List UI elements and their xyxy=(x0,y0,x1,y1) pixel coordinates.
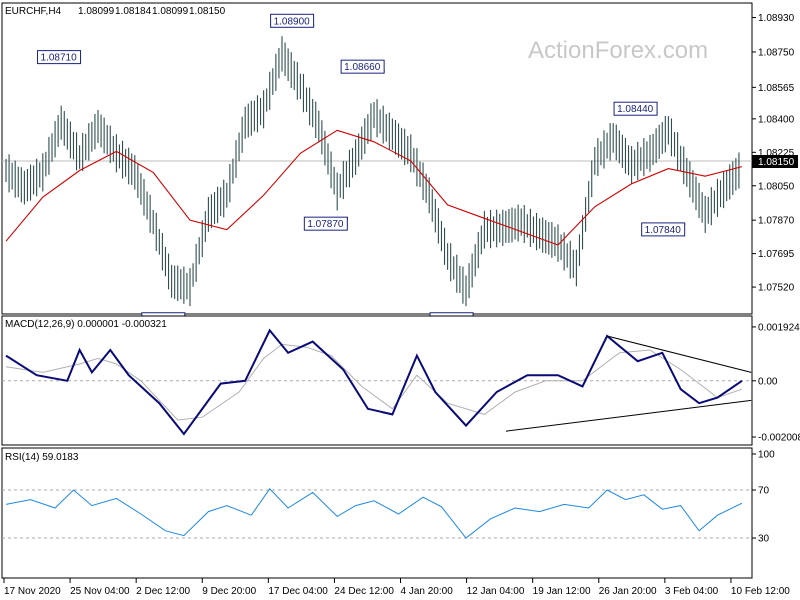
price-panel-frame xyxy=(1,2,753,315)
x-tick-label: 26 Jan 20:00 xyxy=(599,586,657,597)
macd-axis: 0.001924 0.00 -0.002008 xyxy=(752,322,800,444)
y-tick-label: 1.08050 xyxy=(758,181,795,192)
callout-box xyxy=(340,59,385,74)
y-tick-label: 1.08930 xyxy=(758,13,795,24)
callout-label: 1.08710 xyxy=(41,53,78,64)
x-tick-label: 2 Dec 12:00 xyxy=(136,586,190,597)
macd-line xyxy=(5,328,743,436)
callout-box xyxy=(641,222,686,237)
rsi-series xyxy=(2,488,752,539)
callout-box xyxy=(270,13,315,28)
y-tick-label: 1.08565 xyxy=(758,83,795,94)
y-tick-label: 0.00 xyxy=(758,376,778,387)
callout-label: 1.08900 xyxy=(274,16,311,27)
y-tick-label: 1.07520 xyxy=(758,283,795,294)
rsi-panel-frame xyxy=(1,447,753,579)
x-tick-label: 19 Jan 12:00 xyxy=(533,586,591,597)
callout-label: 1.08440 xyxy=(617,104,654,115)
ohlc-low: 1.08099 xyxy=(152,6,189,17)
y-tick-label: 1.08225 xyxy=(758,148,795,159)
x-tick-label: 9 Dec 20:00 xyxy=(202,586,256,597)
price-callout: 1.07870 xyxy=(303,216,348,231)
callout-box xyxy=(303,216,348,231)
rsi-panel: RSI(14) 59.0183 100 70 30 xyxy=(1,447,775,579)
price-callout: 1.08900 xyxy=(270,13,315,28)
macd-series xyxy=(5,328,752,436)
y-tick-label: 1.07695 xyxy=(758,249,795,260)
price-axis: 1.08930 1.08750 1.08565 1.08400 1.08225 1.080… xyxy=(752,13,795,294)
ohlc-close: 1.08150 xyxy=(189,6,226,17)
price-callout: 1.08710 xyxy=(37,50,82,65)
callout-box xyxy=(37,50,82,65)
x-tick-label: 3 Feb 04:00 xyxy=(665,586,719,597)
y-tick-label: 1.07870 xyxy=(758,216,795,227)
x-tick-label: 24 Dec 12:00 xyxy=(334,586,394,597)
time-axis: 17 Nov 2020 25 Nov 04:00 2 Dec 12:00 9 Dec … xyxy=(3,578,790,597)
y-tick-label: 1.08400 xyxy=(758,114,795,125)
x-tick-label: 12 Jan 04:00 xyxy=(467,586,525,597)
price-callout: 1.07840 xyxy=(641,222,686,237)
price-callout: 1.08440 xyxy=(613,101,658,116)
symbol-label: EURCHF,H4 xyxy=(5,6,62,17)
price-callout: 1.08660 xyxy=(340,59,385,74)
y-tick-label: 100 xyxy=(758,450,775,461)
macd-panel: MACD(12,26,9) 0.000001 -0.000321 0.00192… xyxy=(1,315,800,446)
macd-trendline xyxy=(606,335,752,373)
current-price-box: 1.08150 xyxy=(752,155,798,168)
callout-label: 1.07840 xyxy=(645,225,682,236)
watermark: ActionForex.com xyxy=(528,37,708,64)
x-tick-label: 25 Nov 04:00 xyxy=(70,586,130,597)
x-tick-label: 17 Dec 04:00 xyxy=(268,586,328,597)
callout-label: 1.08660 xyxy=(344,62,381,73)
y-tick-label: 1.08750 xyxy=(758,47,795,58)
x-tick-label: 4 Jan 20:00 xyxy=(401,586,454,597)
callout-label: 1.07870 xyxy=(307,219,344,230)
rsi-axis: 100 70 30 xyxy=(752,450,775,545)
current-price-label: 1.08150 xyxy=(758,157,795,168)
y-tick-label: 0.001924 xyxy=(758,322,800,333)
y-tick-label: 70 xyxy=(758,486,770,497)
macd-trendline xyxy=(505,399,752,432)
x-tick-label: 17 Nov 2020 xyxy=(4,586,61,597)
rsi-label: RSI(14) 59.0183 xyxy=(5,452,79,463)
price-panel: ActionForex.com EURCHF,H4 1.08099 1.0818… xyxy=(1,2,798,327)
macd-signal-line xyxy=(5,343,743,421)
y-tick-label: 30 xyxy=(758,534,770,545)
callout-box xyxy=(613,101,658,116)
price-series xyxy=(5,36,743,307)
x-tick-label: 10 Feb 12:00 xyxy=(731,586,790,597)
ohlc-open: 1.08099 xyxy=(78,6,115,17)
rsi-line xyxy=(5,488,743,539)
macd-label: MACD(12,26,9) 0.000001 -0.000321 xyxy=(5,319,167,330)
moving-average-line xyxy=(5,129,743,246)
price-bars xyxy=(5,36,740,307)
y-tick-label: -0.002008 xyxy=(758,433,800,444)
ohlc-high: 1.08184 xyxy=(115,6,152,17)
